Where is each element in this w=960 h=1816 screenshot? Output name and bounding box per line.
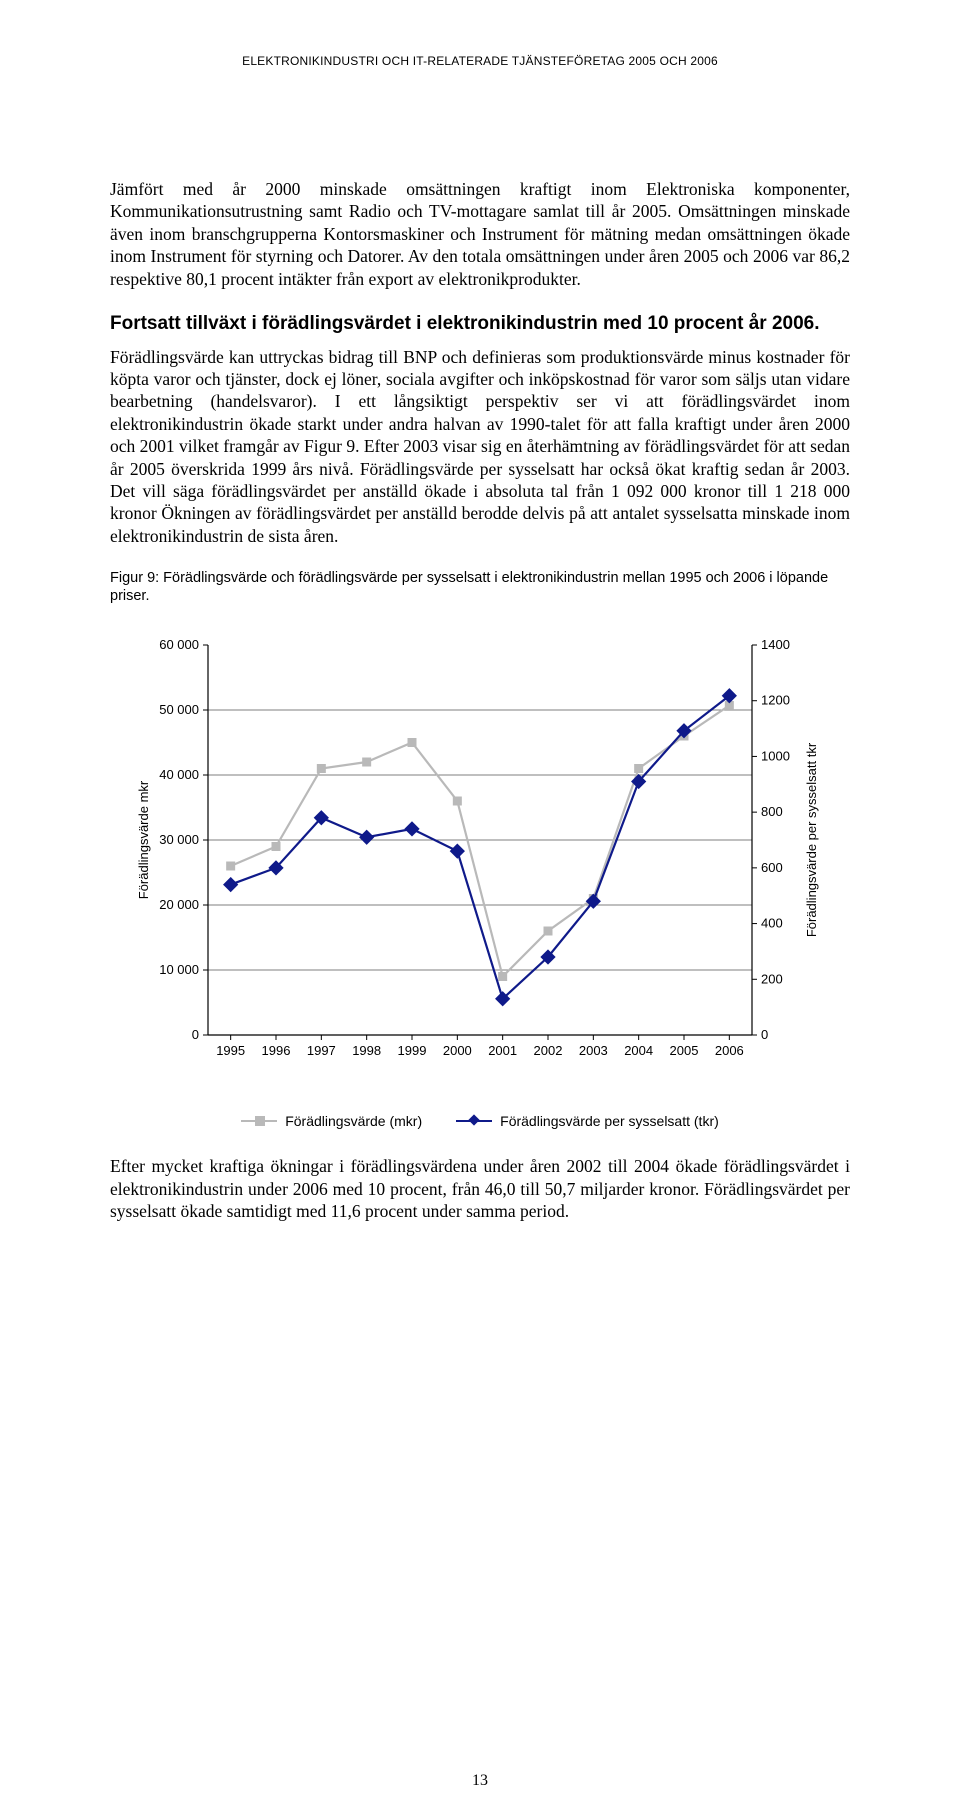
svg-text:10 000: 10 000 — [159, 962, 199, 977]
paragraph-1: Jämfört med år 2000 minskade omsättninge… — [110, 178, 850, 290]
svg-text:Förädlingsvärde per sysselsatt: Förädlingsvärde per sysselsatt tkr — [804, 743, 819, 938]
svg-text:40 000: 40 000 — [159, 767, 199, 782]
svg-text:50 000: 50 000 — [159, 702, 199, 717]
paragraph-2: Förädlingsvärde kan uttryckas bidrag til… — [110, 346, 850, 548]
svg-text:1996: 1996 — [262, 1043, 291, 1058]
section-heading: Fortsatt tillväxt i förädlingsvärdet i e… — [110, 312, 850, 336]
svg-text:30 000: 30 000 — [159, 832, 199, 847]
svg-text:600: 600 — [761, 860, 783, 875]
svg-text:1999: 1999 — [398, 1043, 427, 1058]
svg-text:20 000: 20 000 — [159, 897, 199, 912]
svg-text:0: 0 — [192, 1027, 199, 1042]
svg-text:Förädlingsvärde mkr: Förädlingsvärde mkr — [136, 781, 151, 900]
svg-text:400: 400 — [761, 916, 783, 931]
figure-caption: Figur 9: Förädlingsvärde och förädlingsv… — [110, 569, 850, 605]
svg-text:200: 200 — [761, 972, 783, 987]
line-chart: 0 10 000 20 000 30 000 40 000 50 000 60 000 0 20… — [130, 625, 830, 1085]
running-head: ELEKTRONIKINDUSTRI OCH IT-RELATERADE TJÄ… — [110, 54, 850, 68]
paragraph-3: Efter mycket kraftiga ökningar i förädli… — [110, 1155, 850, 1222]
svg-text:2005: 2005 — [670, 1043, 699, 1058]
svg-text:60 000: 60 000 — [159, 637, 199, 652]
svg-text:2001: 2001 — [488, 1043, 517, 1058]
legend-item-mkr: Förädlingsvärde (mkr) — [241, 1113, 422, 1129]
svg-text:0: 0 — [761, 1027, 768, 1042]
svg-text:1400: 1400 — [761, 637, 790, 652]
chart-legend: Förädlingsvärde (mkr) Förädlingsvärde pe… — [110, 1113, 850, 1129]
svg-text:1000: 1000 — [761, 749, 790, 764]
svg-text:800: 800 — [761, 805, 783, 820]
svg-text:2006: 2006 — [715, 1043, 744, 1058]
svg-text:2003: 2003 — [579, 1043, 608, 1058]
svg-text:1997: 1997 — [307, 1043, 336, 1058]
legend-label: Förädlingsvärde (mkr) — [285, 1113, 422, 1129]
legend-label: Förädlingsvärde per sysselsatt (tkr) — [500, 1113, 719, 1129]
svg-text:1998: 1998 — [352, 1043, 381, 1058]
svg-text:2004: 2004 — [624, 1043, 653, 1058]
svg-text:2000: 2000 — [443, 1043, 472, 1058]
svg-text:1200: 1200 — [761, 693, 790, 708]
legend-item-tkr: Förädlingsvärde per sysselsatt (tkr) — [456, 1113, 719, 1129]
page-number: 13 — [0, 1772, 960, 1790]
svg-text:1995: 1995 — [216, 1043, 245, 1058]
chart-container: 0 10 000 20 000 30 000 40 000 50 000 60 000 0 20… — [110, 625, 850, 1085]
svg-text:2002: 2002 — [534, 1043, 563, 1058]
